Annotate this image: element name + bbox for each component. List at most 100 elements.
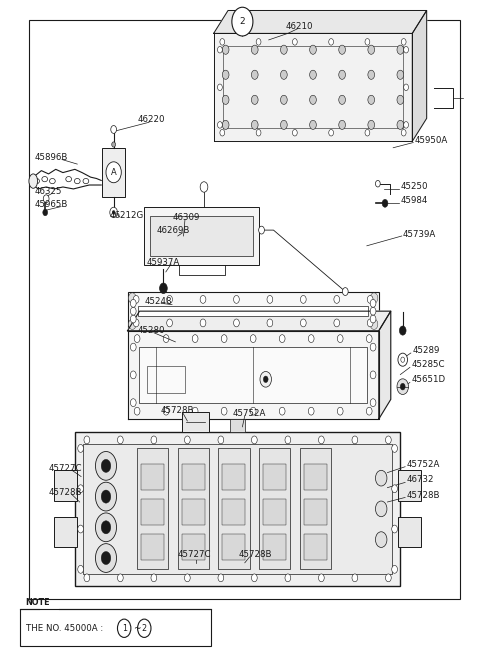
Circle shape xyxy=(131,399,136,407)
Circle shape xyxy=(222,95,229,104)
Circle shape xyxy=(370,293,378,303)
Text: 46269B: 46269B xyxy=(156,226,190,235)
Text: 46309: 46309 xyxy=(173,213,200,222)
Circle shape xyxy=(163,335,169,343)
Circle shape xyxy=(232,7,253,36)
Bar xyxy=(263,464,286,490)
Circle shape xyxy=(398,353,408,366)
Circle shape xyxy=(404,84,408,90)
Circle shape xyxy=(370,307,376,315)
Text: 45937A: 45937A xyxy=(147,257,180,267)
Circle shape xyxy=(385,436,391,444)
Bar xyxy=(222,464,245,490)
Circle shape xyxy=(280,70,287,79)
Bar xyxy=(138,306,368,316)
Circle shape xyxy=(96,513,117,542)
Bar xyxy=(223,47,403,128)
Circle shape xyxy=(370,343,376,351)
Circle shape xyxy=(78,445,84,453)
Circle shape xyxy=(382,199,388,207)
Circle shape xyxy=(397,95,404,104)
Circle shape xyxy=(96,544,117,572)
Bar xyxy=(304,499,326,525)
Polygon shape xyxy=(412,10,427,141)
Circle shape xyxy=(200,181,208,192)
Circle shape xyxy=(392,525,397,533)
Circle shape xyxy=(404,122,408,128)
Circle shape xyxy=(367,319,373,327)
Bar xyxy=(218,449,250,569)
Circle shape xyxy=(222,45,229,54)
Polygon shape xyxy=(214,10,427,33)
Ellipse shape xyxy=(66,176,72,181)
Text: 2: 2 xyxy=(142,624,147,633)
Bar xyxy=(102,148,125,196)
Circle shape xyxy=(252,574,257,582)
Circle shape xyxy=(256,39,261,45)
Bar xyxy=(222,499,245,525)
Text: 1: 1 xyxy=(121,624,127,633)
Circle shape xyxy=(292,130,297,136)
Circle shape xyxy=(84,436,90,444)
Text: 45651D: 45651D xyxy=(411,375,445,384)
Circle shape xyxy=(131,307,136,315)
Ellipse shape xyxy=(83,178,89,183)
Circle shape xyxy=(310,95,316,104)
Text: 46212G: 46212G xyxy=(110,210,144,219)
Circle shape xyxy=(131,371,136,379)
Circle shape xyxy=(110,207,118,217)
Circle shape xyxy=(133,319,139,327)
Circle shape xyxy=(267,295,273,303)
Text: 45289: 45289 xyxy=(412,346,440,355)
Circle shape xyxy=(101,490,111,503)
Circle shape xyxy=(308,335,314,343)
Text: 45950A: 45950A xyxy=(415,136,448,145)
Ellipse shape xyxy=(74,178,80,183)
Circle shape xyxy=(366,335,372,343)
Circle shape xyxy=(404,47,408,53)
Circle shape xyxy=(392,485,397,493)
Circle shape xyxy=(221,335,227,343)
Circle shape xyxy=(280,95,287,104)
Circle shape xyxy=(339,95,346,104)
Circle shape xyxy=(78,525,84,533)
Circle shape xyxy=(368,121,374,130)
Circle shape xyxy=(319,436,324,444)
Circle shape xyxy=(397,379,408,394)
Circle shape xyxy=(375,470,387,486)
Circle shape xyxy=(375,180,380,187)
Circle shape xyxy=(401,39,406,45)
Circle shape xyxy=(375,501,387,517)
Circle shape xyxy=(78,565,84,573)
Circle shape xyxy=(112,142,116,147)
Circle shape xyxy=(151,436,157,444)
Bar xyxy=(137,449,168,569)
Bar xyxy=(230,419,245,432)
Circle shape xyxy=(217,84,222,90)
Circle shape xyxy=(308,407,314,415)
Bar xyxy=(54,470,77,501)
Text: 46220: 46220 xyxy=(137,115,165,124)
Circle shape xyxy=(222,121,229,130)
Ellipse shape xyxy=(34,178,39,183)
Text: 45752A: 45752A xyxy=(233,409,266,419)
Bar xyxy=(259,449,290,569)
Circle shape xyxy=(218,574,224,582)
Circle shape xyxy=(234,295,240,303)
Circle shape xyxy=(397,121,404,130)
Circle shape xyxy=(134,407,140,415)
Circle shape xyxy=(234,319,240,327)
Circle shape xyxy=(96,482,117,511)
Circle shape xyxy=(151,574,157,582)
Polygon shape xyxy=(214,33,412,141)
Circle shape xyxy=(368,95,374,104)
Circle shape xyxy=(329,130,334,136)
Circle shape xyxy=(280,45,287,54)
Ellipse shape xyxy=(49,178,55,183)
Circle shape xyxy=(252,95,258,104)
Text: 45984: 45984 xyxy=(400,196,428,204)
Circle shape xyxy=(252,45,258,54)
Circle shape xyxy=(111,126,117,134)
Circle shape xyxy=(370,315,376,323)
Circle shape xyxy=(106,162,121,183)
